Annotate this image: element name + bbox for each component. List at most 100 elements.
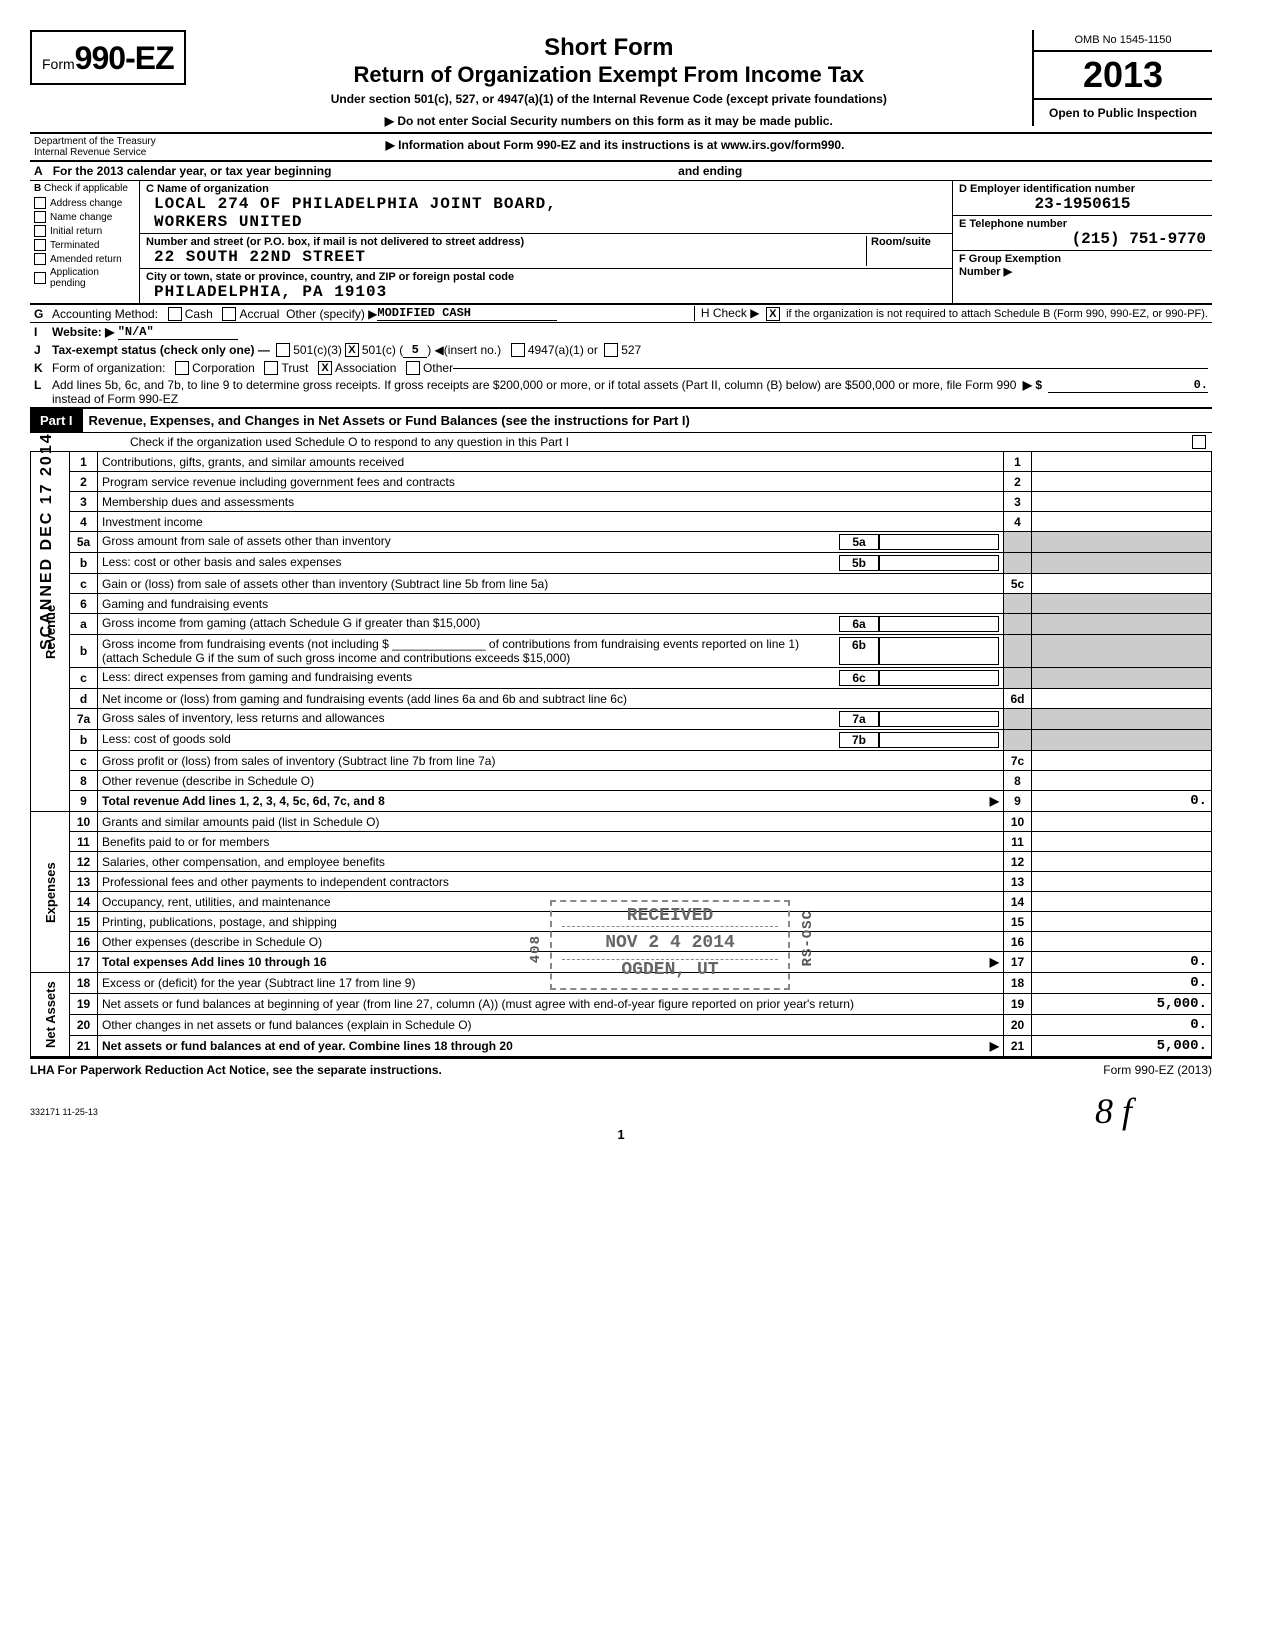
row-num: c bbox=[70, 668, 98, 689]
line-ref: 14 bbox=[1004, 892, 1032, 912]
amount-cell bbox=[1032, 771, 1212, 791]
row-desc: Net assets or fund balances at beginning… bbox=[98, 994, 1004, 1015]
form-word: Form bbox=[42, 56, 75, 72]
chk-cash[interactable] bbox=[168, 307, 182, 321]
row-num: 11 bbox=[70, 832, 98, 852]
row-num: 21 bbox=[70, 1036, 98, 1057]
chk-trust[interactable] bbox=[264, 361, 278, 375]
amount-cell: 0. bbox=[1032, 791, 1212, 812]
amount-cell bbox=[1032, 512, 1212, 532]
col-b-checkboxes: B Check if applicable Address change Nam… bbox=[30, 181, 140, 303]
title-short-form: Short Form bbox=[194, 34, 1024, 62]
website-value: "N/A" bbox=[118, 325, 238, 340]
chk-pending[interactable] bbox=[34, 272, 46, 284]
line-ref: 7c bbox=[1004, 751, 1032, 771]
city-label: City or town, state or province, country… bbox=[146, 271, 946, 283]
row-desc: Program service revenue including govern… bbox=[98, 472, 1004, 492]
amount-cell: 5,000. bbox=[1032, 994, 1212, 1015]
row-desc: Less: cost or other basis and sales expe… bbox=[98, 553, 1004, 574]
row-num: 13 bbox=[70, 872, 98, 892]
row-num: 5a bbox=[70, 532, 98, 553]
row-desc: Professional fees and other payments to … bbox=[98, 872, 1004, 892]
chk-h[interactable]: X bbox=[766, 307, 780, 321]
line-ref: 20 bbox=[1004, 1015, 1032, 1036]
row-num: 6 bbox=[70, 594, 98, 614]
chk-terminated[interactable] bbox=[34, 239, 46, 251]
chk-other-org[interactable] bbox=[406, 361, 420, 375]
chk-assoc[interactable]: X bbox=[318, 361, 332, 375]
chk-501c[interactable]: X bbox=[345, 343, 359, 357]
chk-4947[interactable] bbox=[511, 343, 525, 357]
amount-cell bbox=[1032, 812, 1212, 832]
row-desc: Other changes in net assets or fund bala… bbox=[98, 1015, 1004, 1036]
title-return: Return of Organization Exempt From Incom… bbox=[194, 62, 1024, 88]
chk-initial[interactable] bbox=[34, 225, 46, 237]
print-code: 332171 11-25-13 bbox=[30, 1107, 1212, 1117]
amount-cell: 0. bbox=[1032, 952, 1212, 973]
row-num: c bbox=[70, 751, 98, 771]
chk-amended[interactable] bbox=[34, 253, 46, 265]
chk-schedule-o[interactable] bbox=[1192, 435, 1206, 449]
room-suite: Room/suite bbox=[866, 236, 946, 266]
amount-cell bbox=[1032, 832, 1212, 852]
amount-cell bbox=[1032, 452, 1212, 472]
row-desc: Grants and similar amounts paid (list in… bbox=[98, 812, 1004, 832]
c-label: C Name of organization bbox=[146, 183, 946, 195]
form-number-box: Form990-EZ bbox=[30, 30, 186, 85]
arrow-ssn: ▶ Do not enter Social Security numbers o… bbox=[194, 114, 1024, 128]
chk-address[interactable] bbox=[34, 197, 46, 209]
amount-cell bbox=[1032, 472, 1212, 492]
amount-cell bbox=[1032, 574, 1212, 594]
amount-cell bbox=[1032, 912, 1212, 932]
chk-501c3[interactable] bbox=[276, 343, 290, 357]
h-tail: if the organization is not required to a… bbox=[786, 308, 1208, 320]
row-num: 20 bbox=[70, 1015, 98, 1036]
line-ref: 6d bbox=[1004, 689, 1032, 709]
row-desc: Other revenue (describe in Schedule O) bbox=[98, 771, 1004, 791]
row-num: 8 bbox=[70, 771, 98, 791]
chk-527[interactable] bbox=[604, 343, 618, 357]
amount-cell: 5,000. bbox=[1032, 1036, 1212, 1057]
line-ref: 5c bbox=[1004, 574, 1032, 594]
row-desc: Total revenue Add lines 1, 2, 3, 4, 5c, … bbox=[98, 791, 1004, 812]
info-url: ▶ Information about Form 990-EZ and its … bbox=[198, 134, 1032, 160]
h-text: H Check ▶ bbox=[701, 306, 760, 320]
row-desc: Membership dues and assessments bbox=[98, 492, 1004, 512]
form-footer: Form 990-EZ (2013) bbox=[1103, 1063, 1212, 1077]
part1-sub: Check if the organization used Schedule … bbox=[130, 435, 569, 449]
line-ref: 16 bbox=[1004, 932, 1032, 952]
row-num: 15 bbox=[70, 912, 98, 932]
l-arrow: ▶ $ bbox=[1017, 378, 1048, 392]
amount-cell bbox=[1032, 932, 1212, 952]
part1-title: Revenue, Expenses, and Changes in Net As… bbox=[83, 409, 1212, 432]
row-num: 19 bbox=[70, 994, 98, 1015]
l-amount: 0. bbox=[1048, 378, 1208, 393]
line-a: A For the 2013 calendar year, or tax yea… bbox=[30, 162, 1212, 181]
street-label: Number and street (or P.O. box, if mail … bbox=[146, 236, 866, 248]
row-desc: Gaming and fundraising events bbox=[98, 594, 1004, 614]
row-num: c bbox=[70, 574, 98, 594]
org-name-2: WORKERS UNITED bbox=[146, 213, 946, 231]
row-num: b bbox=[70, 635, 98, 668]
k-text: Form of organization: bbox=[52, 361, 165, 375]
amount-cell bbox=[1032, 689, 1212, 709]
row-desc: Net assets or fund balances at end of ye… bbox=[98, 1036, 1004, 1057]
ein-value: 23-1950615 bbox=[959, 195, 1206, 213]
row-num: 4 bbox=[70, 512, 98, 532]
line-ref: 3 bbox=[1004, 492, 1032, 512]
row-desc: Gross sales of inventory, less returns a… bbox=[98, 709, 1004, 730]
chk-name[interactable] bbox=[34, 211, 46, 223]
line-ref: 18 bbox=[1004, 973, 1032, 994]
chk-accrual[interactable] bbox=[222, 307, 236, 321]
subtitle: Under section 501(c), 527, or 4947(a)(1)… bbox=[194, 92, 1024, 106]
tax-year: 2013 bbox=[1034, 52, 1212, 100]
row-num: b bbox=[70, 730, 98, 751]
amount-cell: 0. bbox=[1032, 1015, 1212, 1036]
chk-corp[interactable] bbox=[175, 361, 189, 375]
j-text: Tax-exempt status (check only one) — bbox=[52, 343, 270, 357]
amount-cell bbox=[1032, 892, 1212, 912]
row-num: b bbox=[70, 553, 98, 574]
line-ref: 1 bbox=[1004, 452, 1032, 472]
line-ref: 2 bbox=[1004, 472, 1032, 492]
e-label: E Telephone number bbox=[959, 218, 1206, 230]
